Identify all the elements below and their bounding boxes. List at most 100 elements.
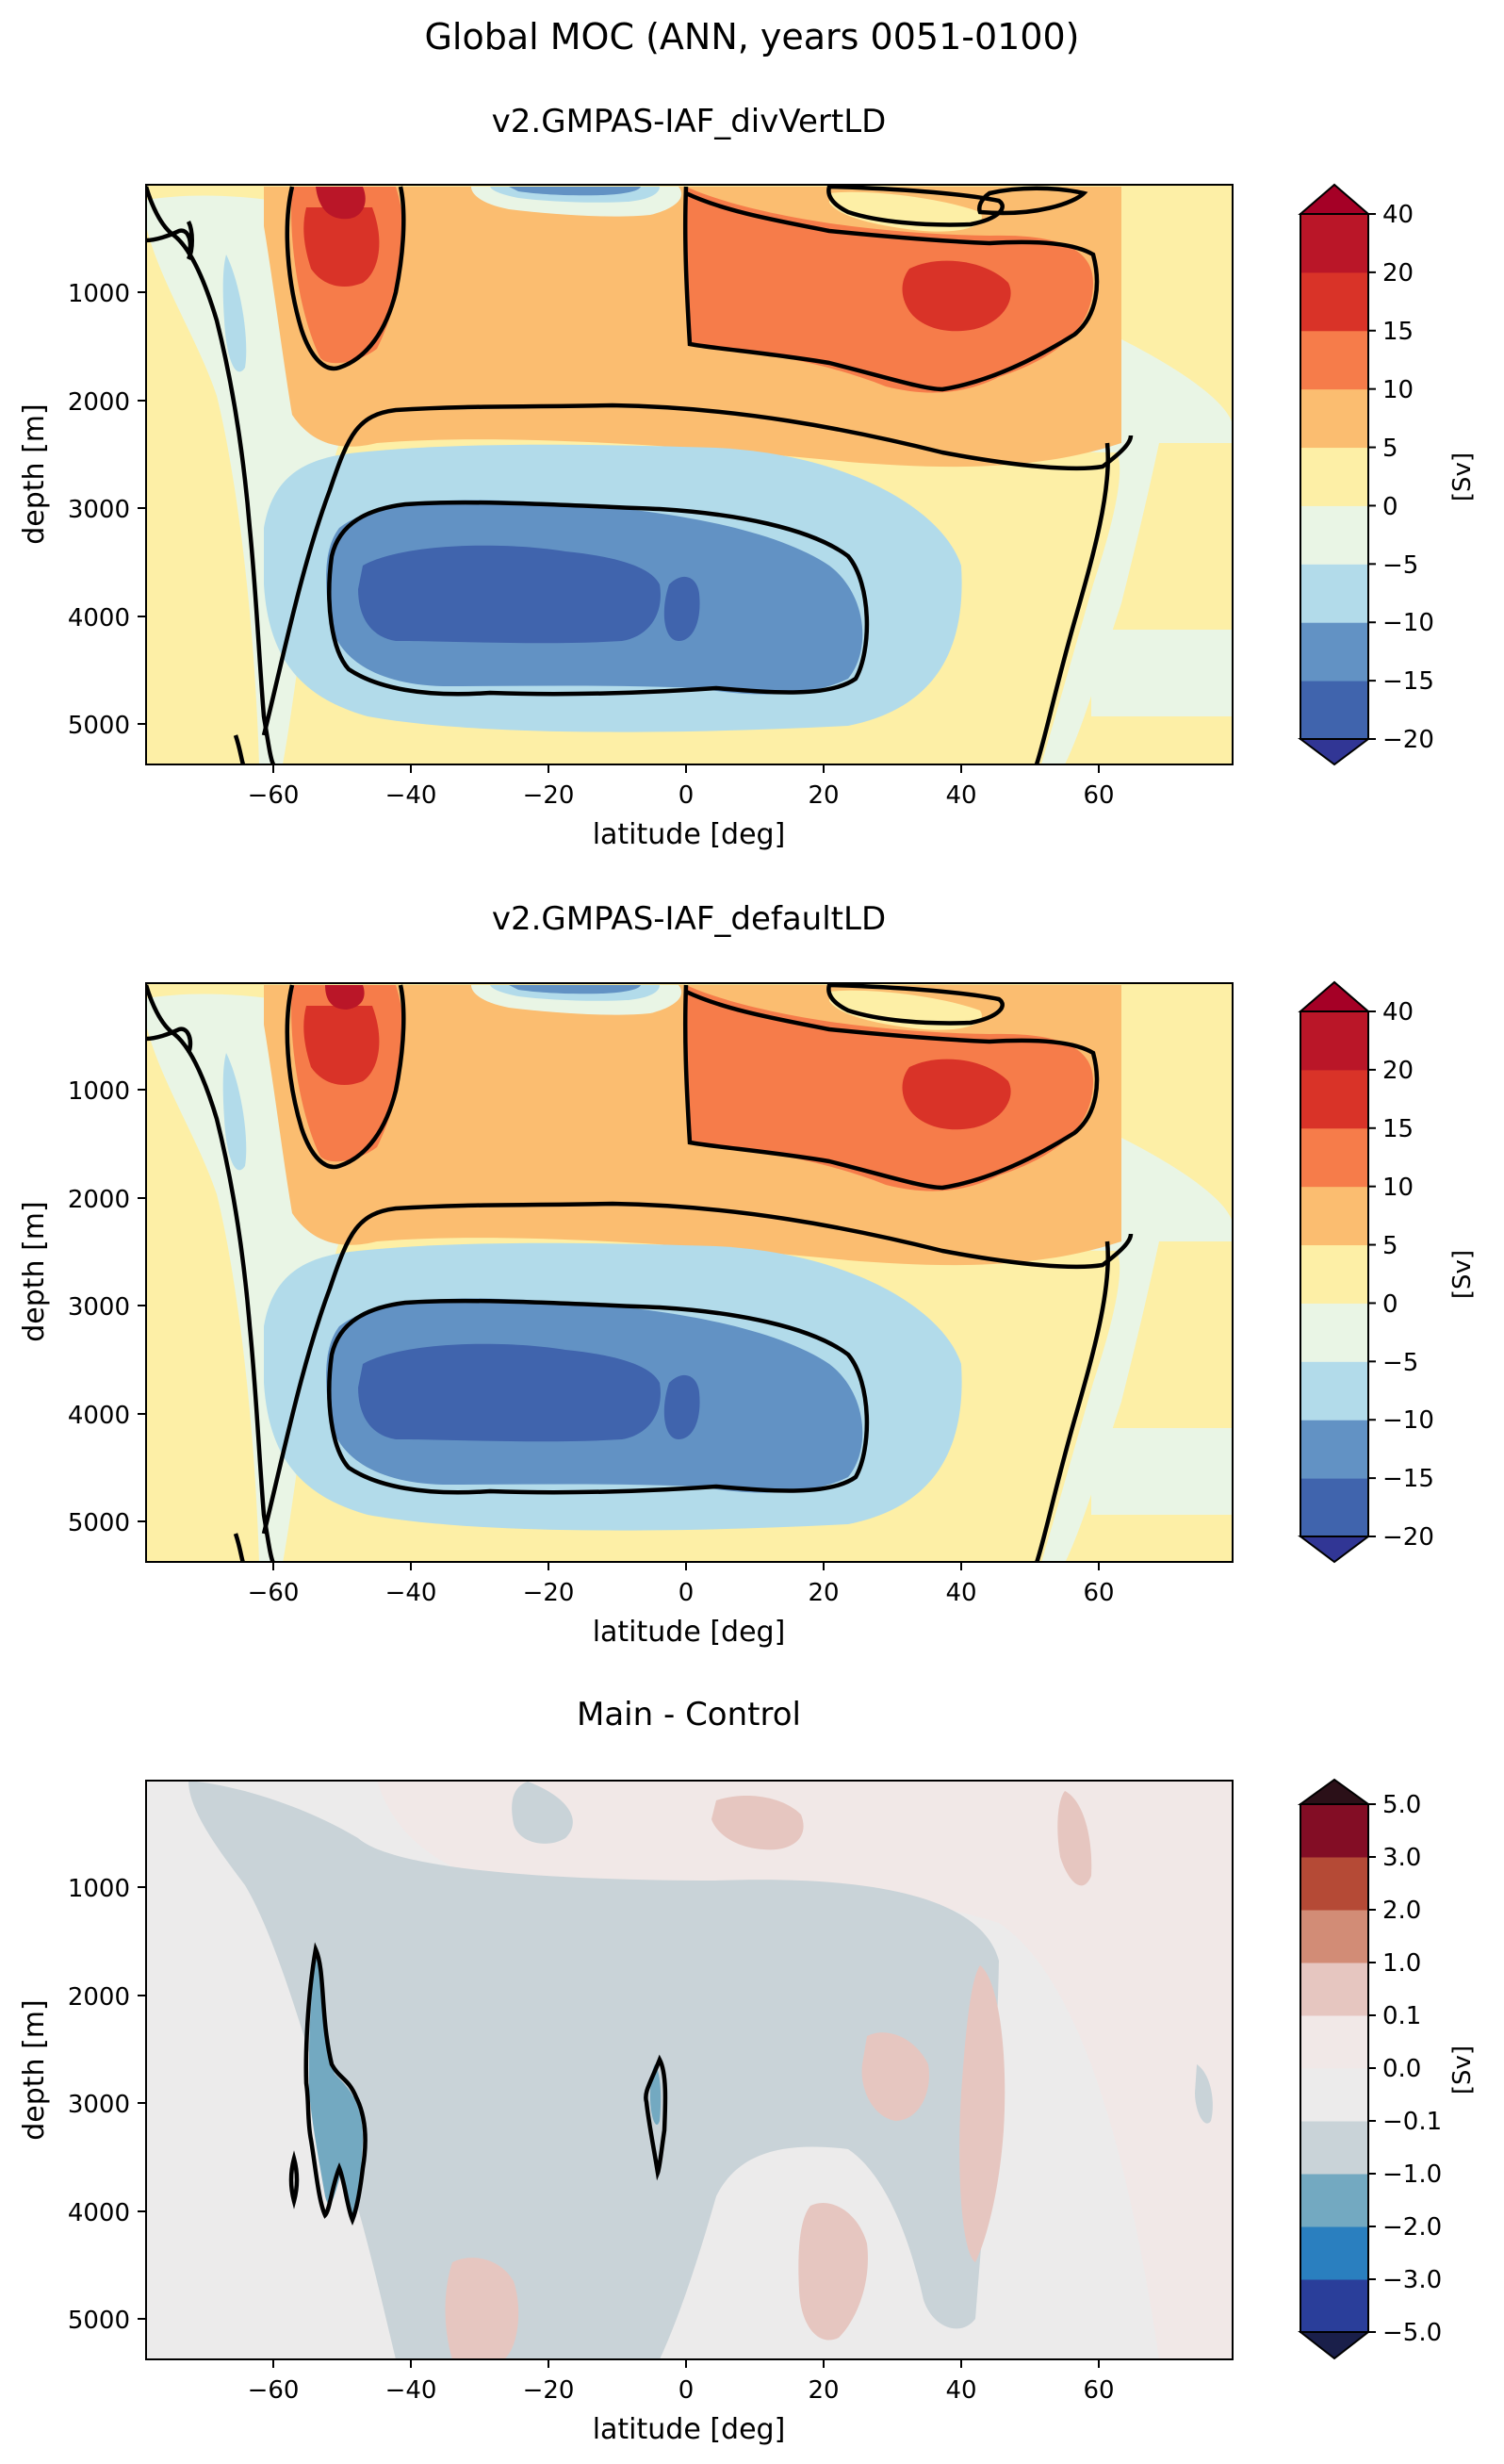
colorbar-tick-label: 3.0 bbox=[1382, 1844, 1421, 1872]
colorbar-tick-label: 5 bbox=[1382, 1232, 1398, 1260]
x-axis-label: latitude [deg] bbox=[593, 818, 786, 851]
x-tick-label: −40 bbox=[385, 2376, 437, 2405]
y-axis-label: depth [m] bbox=[18, 403, 51, 545]
contour-lines bbox=[146, 983, 1134, 1562]
y-axis-label: depth [m] bbox=[18, 1201, 51, 1342]
colorbar-tick-label: 0 bbox=[1382, 1290, 1398, 1319]
colorbar-tick-label: 40 bbox=[1382, 201, 1414, 229]
colorbar-tick-label: −2.0 bbox=[1382, 2213, 1442, 2242]
region-fill bbox=[686, 985, 1093, 1191]
x-tick-label: 0 bbox=[678, 2376, 695, 2405]
colorbar-band bbox=[1300, 1303, 1368, 1362]
x-axis-label: latitude [deg] bbox=[593, 2413, 786, 2446]
colorbar-tick-label: −15 bbox=[1382, 667, 1434, 696]
region-fill bbox=[303, 1006, 380, 1086]
region-fill bbox=[1195, 2064, 1213, 2124]
colorbar-band bbox=[1300, 2226, 1368, 2280]
panel-2-plot-area bbox=[146, 983, 1233, 1562]
contour-lines bbox=[146, 185, 1134, 764]
region-fill bbox=[902, 1059, 1011, 1130]
region-fill bbox=[358, 1343, 661, 1442]
region-fill bbox=[509, 985, 641, 994]
region-fill bbox=[512, 1782, 573, 1844]
colorbar-tick-label: 2.0 bbox=[1382, 1897, 1421, 1925]
y-tick-label: 5000 bbox=[68, 2307, 130, 2335]
colorbar-extend-min bbox=[1298, 1536, 1371, 1564]
colorbar-frame bbox=[1300, 213, 1369, 740]
y-tick-label: 2000 bbox=[68, 1983, 130, 2012]
colorbar-frame bbox=[1300, 1010, 1369, 1537]
region-fill bbox=[146, 994, 1233, 1562]
colorbar-label: [Sv] bbox=[1448, 2045, 1477, 2094]
colorbar-label: [Sv] bbox=[1448, 1250, 1477, 1299]
region-fill bbox=[188, 1781, 999, 2359]
colorbar-band bbox=[1300, 214, 1368, 273]
colorbar-extend-min bbox=[1298, 738, 1371, 766]
panel-1-title: v2.GMPAS-IAF_divVertLD bbox=[492, 103, 887, 140]
plot-frame bbox=[145, 1780, 1234, 2360]
x-tick-label: 20 bbox=[808, 1579, 839, 1607]
region-fill bbox=[959, 1965, 1005, 2262]
colorbar-extend-max bbox=[1297, 1778, 1372, 1805]
colorbar-tick-label: −20 bbox=[1382, 726, 1434, 754]
y-tick-label: 4000 bbox=[68, 604, 130, 632]
colorbar-tick-label: −0.1 bbox=[1382, 2108, 1442, 2136]
colorbar-tick-label: 20 bbox=[1382, 259, 1414, 287]
colorbar-tick-label: 0.1 bbox=[1382, 2002, 1421, 2030]
region-fill bbox=[829, 191, 982, 232]
colorbar-tick-label: 10 bbox=[1382, 1174, 1414, 1202]
y-tick-label: 3000 bbox=[68, 496, 130, 524]
region-fill bbox=[1091, 630, 1233, 716]
x-tick-label: 40 bbox=[945, 2376, 976, 2405]
colorbar-band bbox=[1300, 681, 1368, 740]
x-tick-label: 20 bbox=[808, 2376, 839, 2405]
region-fill bbox=[861, 2032, 929, 2121]
colorbar-label: [Sv] bbox=[1448, 452, 1477, 501]
region-fill bbox=[325, 985, 365, 1010]
x-tick-label: 40 bbox=[945, 1579, 976, 1607]
contour-lines bbox=[288, 1942, 668, 2226]
colorbar-tick-label: −5 bbox=[1382, 551, 1418, 580]
colorbar-band bbox=[1300, 2279, 1368, 2333]
colorbar-tick-label: 5.0 bbox=[1382, 1791, 1421, 1819]
x-tick-label: 20 bbox=[808, 781, 839, 810]
colorbar-band bbox=[1300, 505, 1368, 565]
region-fill bbox=[303, 207, 380, 287]
x-axis: −60 −40 −20 0 20 40 60 latitude [deg] bbox=[248, 1562, 1115, 1649]
x-axis: −60 −40 −20 0 20 40 60 latitude [deg] bbox=[248, 2359, 1115, 2446]
y-tick-label: 1000 bbox=[68, 1077, 130, 1106]
colorbar-band bbox=[1300, 1011, 1368, 1071]
panel-3-title: Main - Control bbox=[577, 1696, 801, 1733]
colorbar-tick-label: −1.0 bbox=[1382, 2160, 1442, 2189]
colorbar-band bbox=[1300, 388, 1368, 449]
region-fill bbox=[222, 255, 247, 372]
region-fill bbox=[798, 2202, 868, 2341]
colorbar-tick-label: 20 bbox=[1382, 1057, 1414, 1085]
colorbar-tick-label: 5 bbox=[1382, 435, 1398, 463]
y-tick-label: 4000 bbox=[68, 1402, 130, 1430]
colorbar-band bbox=[1300, 1963, 1368, 2016]
region-fill bbox=[316, 187, 366, 220]
plot-frame bbox=[145, 184, 1234, 765]
y-tick-label: 2000 bbox=[68, 1186, 130, 1214]
region-fill bbox=[308, 1951, 363, 2215]
panel-2-title: v2.GMPAS-IAF_defaultLD bbox=[492, 900, 886, 938]
colorbar-extend-max bbox=[1298, 183, 1371, 215]
colorbar-band bbox=[1300, 1069, 1368, 1129]
colorbar-band bbox=[1300, 447, 1368, 506]
colorbar-tick-label: 15 bbox=[1382, 318, 1414, 346]
colorbar: 5.0 3.0 2.0 1.0 0.1 0.0 −0.1 −1.0 −2.0 −… bbox=[1297, 1778, 1477, 2360]
colorbar-tick-label: 1.0 bbox=[1382, 1949, 1421, 1978]
colorbar-band bbox=[1300, 2174, 1368, 2227]
panel-1: v2.GMPAS-IAF_divVertLD bbox=[18, 103, 1477, 851]
panel-3: Main - Control bbox=[18, 1696, 1477, 2446]
region-fill bbox=[377, 1781, 1233, 2359]
colorbar-tick-label: 0.0 bbox=[1382, 2055, 1421, 2083]
region-fill bbox=[1057, 1791, 1092, 1886]
colorbar-extend-min bbox=[1298, 2331, 1371, 2360]
colorbar-band bbox=[1300, 1186, 1368, 1246]
x-tick-label: 60 bbox=[1083, 1579, 1114, 1607]
region-fill bbox=[358, 545, 661, 644]
y-tick-label: 1000 bbox=[68, 280, 130, 308]
